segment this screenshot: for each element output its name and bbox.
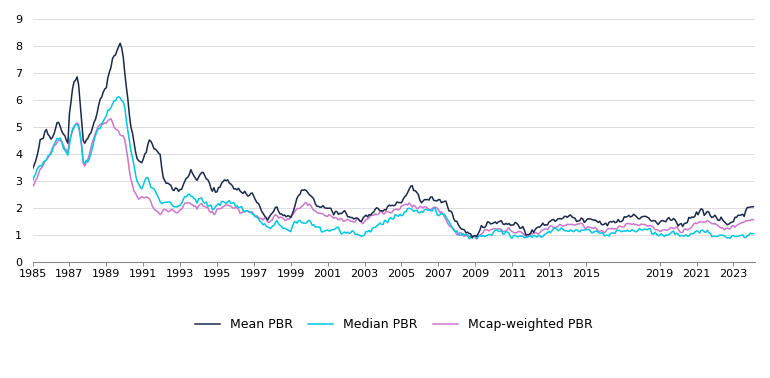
Mean PBR: [748, 204, 758, 209]
Mcap-weighted PBR: [603, 227, 612, 232]
Mean PBR: [303, 190, 313, 195]
Median PBR: [437, 211, 446, 215]
Line: Mean PBR: Mean PBR: [32, 43, 753, 238]
Median PBR: [748, 231, 758, 236]
Mcap-weighted PBR: [62, 148, 71, 152]
Median PBR: [603, 233, 612, 237]
Mcap-weighted PBR: [303, 203, 313, 208]
Mean PBR: [62, 138, 71, 143]
Mean PBR: [467, 235, 477, 240]
Median PBR: [464, 237, 474, 241]
Mcap-weighted PBR: [748, 217, 758, 222]
Median PBR: [28, 178, 37, 183]
Median PBR: [114, 94, 123, 99]
Mcap-weighted PBR: [28, 184, 37, 189]
Median PBR: [62, 150, 71, 155]
Line: Median PBR: Median PBR: [32, 97, 753, 239]
Mcap-weighted PBR: [174, 210, 183, 214]
Mcap-weighted PBR: [472, 237, 481, 241]
Mcap-weighted PBR: [106, 116, 115, 121]
Median PBR: [303, 219, 313, 224]
Mean PBR: [437, 200, 446, 205]
Mean PBR: [174, 189, 183, 194]
Mcap-weighted PBR: [437, 209, 446, 214]
Legend: Mean PBR, Median PBR, Mcap-weighted PBR: Mean PBR, Median PBR, Mcap-weighted PBR: [190, 313, 598, 336]
Mean PBR: [28, 167, 37, 171]
Median PBR: [174, 204, 183, 208]
Mean PBR: [603, 223, 612, 228]
Mean PBR: [134, 158, 143, 163]
Mcap-weighted PBR: [134, 197, 143, 201]
Mean PBR: [116, 41, 125, 45]
Line: Mcap-weighted PBR: Mcap-weighted PBR: [32, 119, 753, 239]
Median PBR: [134, 181, 143, 186]
